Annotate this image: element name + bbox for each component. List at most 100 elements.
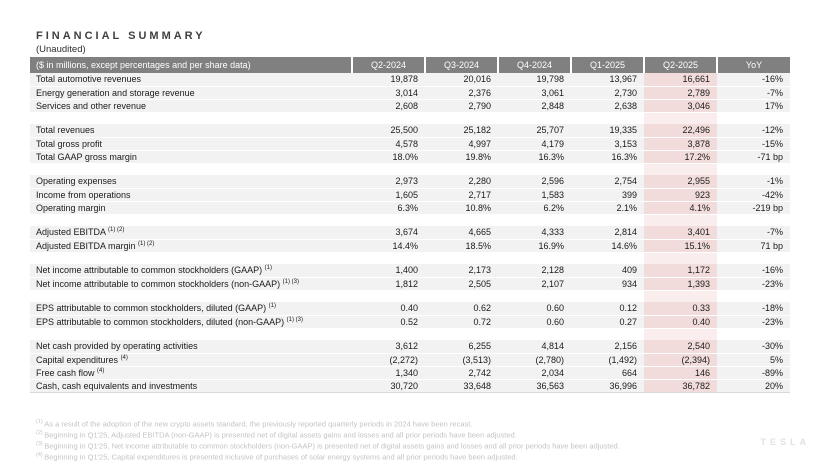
value-cell: 16.3% [571,150,644,164]
row-label: Total automotive revenues [30,73,352,87]
footnote-line: (2) Beginning in Q1'25, Adjusted EBITDA … [36,430,517,440]
gap-cell [352,163,425,175]
value-cell: 0.40 [352,302,425,316]
table-row: Operating expenses 2,973 2,280 2,596 2,754 2… [30,175,790,189]
value-cell: 1,812 [352,277,425,291]
value-cell: 2,638 [571,99,644,113]
gap-cell [644,163,717,175]
table-row: Net income attributable to common stockh… [30,277,790,291]
row-label: Free cash flow (4) [30,366,352,380]
tesla-wordmark: TESLA [760,437,810,447]
value-cell: 2,955 [644,175,717,189]
value-cell: (2,272) [352,353,425,367]
gap-cell [498,252,571,264]
table-row: Capital expenditures (4) (2,272) (3,513) (2… [30,353,790,367]
table-row: EPS attributable to common stockholders,… [30,315,790,329]
footnote-line: (1) As a result of the adoption of the n… [36,419,473,429]
section-gap-row [30,252,790,264]
gap-cell [644,112,717,124]
gap-cell [571,252,644,264]
table-row: Adjusted EBITDA margin (1) (2) 14.4% 18.5%… [30,239,790,253]
value-cell: 2,789 [644,86,717,100]
value-cell: 399 [571,188,644,202]
value-cell: -219 bp [717,201,790,215]
gap-cell [425,112,498,124]
row-label: Operating margin [30,201,352,215]
value-cell: -16% [717,264,790,278]
value-cell: 2,790 [425,99,498,113]
value-cell: 0.27 [571,315,644,329]
value-cell: 1,605 [352,188,425,202]
value-cell: 2,034 [498,366,571,380]
gap-cell [30,328,352,340]
gap-cell [717,290,790,302]
row-label: Total revenues [30,124,352,138]
value-cell: 33,648 [425,379,498,393]
value-cell: 146 [644,366,717,380]
gap-cell [717,214,790,226]
value-cell: 5% [717,353,790,367]
value-cell: 2.1% [571,201,644,215]
value-cell: 0.12 [571,302,644,316]
gap-cell [425,252,498,264]
section-gap-row [30,214,790,226]
footnote-line: (3) Beginning in Q1'25, Net income attri… [36,441,620,451]
column-header: Q2-2024 [351,57,425,73]
value-cell: 17.2% [644,150,717,164]
value-cell: 2,376 [425,86,498,100]
value-cell: 2,280 [425,175,498,189]
value-cell: 4,814 [498,340,571,354]
value-cell: 3,878 [644,137,717,151]
value-cell: 10.8% [425,201,498,215]
value-cell: 2,973 [352,175,425,189]
value-cell: -1% [717,175,790,189]
value-cell: 934 [571,277,644,291]
table-row: Total GAAP gross margin 18.0% 19.8% 16.3% 1… [30,150,790,164]
row-label: Net cash provided by operating activitie… [30,340,352,354]
table-row: Total revenues 25,500 25,182 25,707 19,335 2… [30,124,790,138]
value-cell: 2,717 [425,188,498,202]
gap-cell [425,328,498,340]
gap-cell [352,290,425,302]
header-row: ($ in millions, except percentages and p… [30,57,790,73]
page-subtitle: (Unaudited) [36,44,86,55]
value-cell: 16.9% [498,239,571,253]
table-row: Total gross profit 4,578 4,997 4,179 3,153 3… [30,137,790,151]
value-cell: 30,720 [352,379,425,393]
value-cell: -71 bp [717,150,790,164]
value-cell: -12% [717,124,790,138]
gap-cell [425,163,498,175]
row-label: Total GAAP gross margin [30,150,352,164]
value-cell: 0.62 [425,302,498,316]
value-cell: 2,156 [571,340,644,354]
table-row: Energy generation and storage revenue 3,… [30,86,790,100]
row-label: Net income attributable to common stockh… [30,264,352,278]
value-cell: 13,967 [571,73,644,87]
gap-cell [644,290,717,302]
financial-summary-table: ($ in millions, except percentages and p… [30,57,790,393]
row-label: Adjusted EBITDA margin (1) (2) [30,239,352,253]
value-cell: 19.8% [425,150,498,164]
value-cell: 19,798 [498,73,571,87]
gap-cell [30,214,352,226]
value-cell: 6.3% [352,201,425,215]
gap-cell [644,214,717,226]
value-cell: 664 [571,366,644,380]
value-cell: 2,505 [425,277,498,291]
gap-cell [717,252,790,264]
table-row: Net income attributable to common stockh… [30,264,790,278]
value-cell: -23% [717,315,790,329]
value-cell: 6,255 [425,340,498,354]
value-cell: 0.60 [498,302,571,316]
value-cell: 2,608 [352,99,425,113]
value-cell: 2,540 [644,340,717,354]
value-cell: 36,782 [644,379,717,393]
value-cell: 3,612 [352,340,425,354]
value-cell: 3,061 [498,86,571,100]
value-cell: (3,513) [425,353,498,367]
value-cell: 36,563 [498,379,571,393]
value-cell: 0.60 [498,315,571,329]
value-cell: 2,596 [498,175,571,189]
gap-cell [30,252,352,264]
value-cell: 25,500 [352,124,425,138]
